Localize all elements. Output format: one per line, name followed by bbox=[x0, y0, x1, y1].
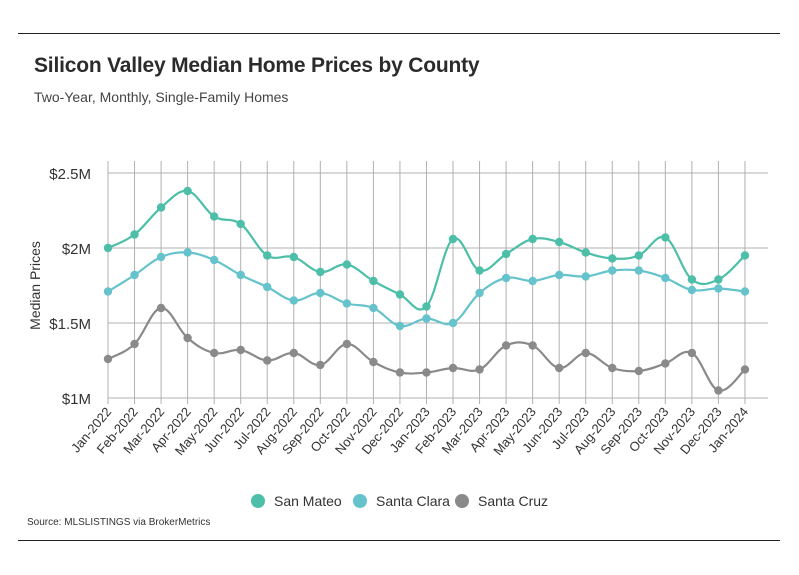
data-point-san-mateo bbox=[634, 251, 643, 260]
data-point-san-mateo bbox=[608, 254, 617, 263]
chart-title: Silicon Valley Median Home Prices by Cou… bbox=[34, 54, 480, 77]
data-point-santa-cruz bbox=[395, 368, 405, 377]
data-point-san-mateo bbox=[395, 290, 405, 299]
data-point-san-mateo bbox=[289, 252, 298, 262]
y-tick-label: $2M bbox=[62, 241, 91, 258]
data-point-santa-clara bbox=[183, 248, 192, 257]
data-point-santa-clara bbox=[714, 284, 723, 293]
chart-subtitle: Two-Year, Monthly, Single-Family Homes bbox=[34, 89, 289, 105]
data-point-santa-cruz bbox=[554, 363, 564, 373]
y-tick-label: $2.5M bbox=[49, 166, 91, 183]
data-point-santa-clara bbox=[661, 273, 670, 283]
line-chart: $1M$1.5M$2M$2.5MJan-2022Feb-2022Mar-2022… bbox=[27, 161, 768, 458]
data-point-san-mateo bbox=[740, 251, 750, 260]
data-point-san-mateo bbox=[369, 276, 378, 286]
data-point-santa-cruz bbox=[528, 341, 537, 350]
legend-item-santa-cruz[interactable]: Santa Cruz bbox=[455, 493, 548, 509]
data-point-san-mateo bbox=[103, 243, 113, 253]
data-point-santa-clara bbox=[209, 255, 219, 265]
data-point-santa-cruz bbox=[714, 386, 723, 395]
data-point-santa-clara bbox=[687, 285, 697, 295]
data-point-san-mateo bbox=[342, 260, 352, 269]
data-point-santa-clara bbox=[395, 321, 405, 331]
legend-item-santa-clara[interactable]: Santa Clara bbox=[353, 493, 450, 509]
data-point-san-mateo bbox=[130, 230, 139, 239]
legend-swatch-san-mateo bbox=[251, 494, 265, 508]
data-point-san-mateo bbox=[183, 186, 192, 196]
data-point-santa-clara bbox=[501, 273, 511, 283]
data-point-san-mateo bbox=[528, 234, 537, 244]
data-point-santa-cruz bbox=[156, 303, 166, 313]
data-point-san-mateo bbox=[263, 251, 272, 260]
data-point-santa-clara bbox=[581, 272, 590, 281]
data-point-santa-cruz bbox=[475, 365, 484, 374]
y-axis-label: Median Prices bbox=[27, 241, 43, 330]
y-tick-label: $1.5M bbox=[49, 316, 91, 333]
data-point-santa-clara bbox=[236, 270, 245, 280]
legend-item-san-mateo[interactable]: San Mateo bbox=[251, 493, 342, 509]
data-point-santa-clara bbox=[554, 270, 564, 280]
data-point-santa-cruz bbox=[316, 360, 325, 370]
data-point-san-mateo bbox=[209, 212, 219, 221]
data-point-santa-cruz bbox=[740, 365, 750, 374]
data-point-san-mateo bbox=[581, 248, 590, 257]
legend-swatch-santa-cruz bbox=[455, 494, 469, 508]
data-point-santa-clara bbox=[422, 314, 431, 323]
legend: San Mateo Santa Clara Santa Cruz bbox=[0, 493, 799, 513]
data-point-santa-cruz bbox=[661, 359, 670, 368]
data-point-santa-clara bbox=[528, 276, 537, 286]
data-point-san-mateo bbox=[714, 275, 723, 284]
data-point-santa-clara bbox=[369, 303, 378, 313]
data-point-san-mateo bbox=[475, 266, 484, 275]
data-point-santa-cruz bbox=[263, 356, 272, 365]
data-point-san-mateo bbox=[236, 219, 245, 229]
data-point-santa-cruz bbox=[369, 357, 378, 367]
top-rule bbox=[18, 33, 780, 34]
data-point-santa-cruz bbox=[448, 363, 458, 373]
data-point-santa-cruz bbox=[342, 339, 352, 349]
data-point-santa-cruz bbox=[687, 348, 697, 358]
data-point-santa-cruz bbox=[501, 341, 511, 350]
data-point-santa-cruz bbox=[581, 348, 590, 358]
data-point-santa-clara bbox=[289, 296, 298, 305]
data-point-san-mateo bbox=[422, 302, 431, 311]
data-point-san-mateo bbox=[156, 203, 166, 212]
legend-label-santa-cruz: Santa Cruz bbox=[478, 493, 549, 509]
data-point-santa-cruz bbox=[289, 348, 298, 358]
data-point-santa-clara bbox=[740, 287, 750, 296]
data-point-san-mateo bbox=[661, 233, 670, 242]
data-point-san-mateo bbox=[554, 237, 564, 247]
data-point-santa-cruz bbox=[422, 368, 431, 377]
data-point-santa-clara bbox=[103, 287, 113, 296]
data-point-santa-clara bbox=[130, 270, 139, 280]
data-point-san-mateo bbox=[448, 234, 458, 244]
data-point-santa-clara bbox=[156, 252, 166, 262]
data-point-santa-cruz bbox=[634, 366, 643, 376]
data-point-santa-clara bbox=[475, 288, 484, 298]
data-point-santa-clara bbox=[316, 288, 325, 298]
data-point-santa-clara bbox=[608, 266, 617, 275]
data-point-santa-cruz bbox=[183, 333, 192, 343]
data-point-san-mateo bbox=[501, 249, 511, 259]
data-point-santa-cruz bbox=[236, 345, 245, 355]
data-point-santa-cruz bbox=[608, 363, 617, 373]
data-point-san-mateo bbox=[687, 275, 697, 284]
data-point-san-mateo bbox=[316, 267, 325, 277]
bottom-rule bbox=[18, 540, 780, 541]
legend-label-santa-clara: Santa Clara bbox=[376, 493, 450, 509]
source-note: Source: MLSLISTINGS via BrokerMetrics bbox=[27, 517, 211, 528]
legend-swatch-santa-clara bbox=[353, 494, 367, 508]
data-point-santa-clara bbox=[342, 299, 352, 308]
data-point-santa-clara bbox=[448, 318, 458, 328]
data-point-santa-clara bbox=[263, 282, 272, 292]
data-point-santa-clara bbox=[634, 266, 643, 275]
data-point-santa-cruz bbox=[130, 339, 139, 349]
legend-label-san-mateo: San Mateo bbox=[274, 493, 342, 509]
data-point-santa-cruz bbox=[209, 348, 219, 358]
y-tick-label: $1M bbox=[62, 391, 91, 408]
data-point-santa-cruz bbox=[103, 354, 113, 364]
